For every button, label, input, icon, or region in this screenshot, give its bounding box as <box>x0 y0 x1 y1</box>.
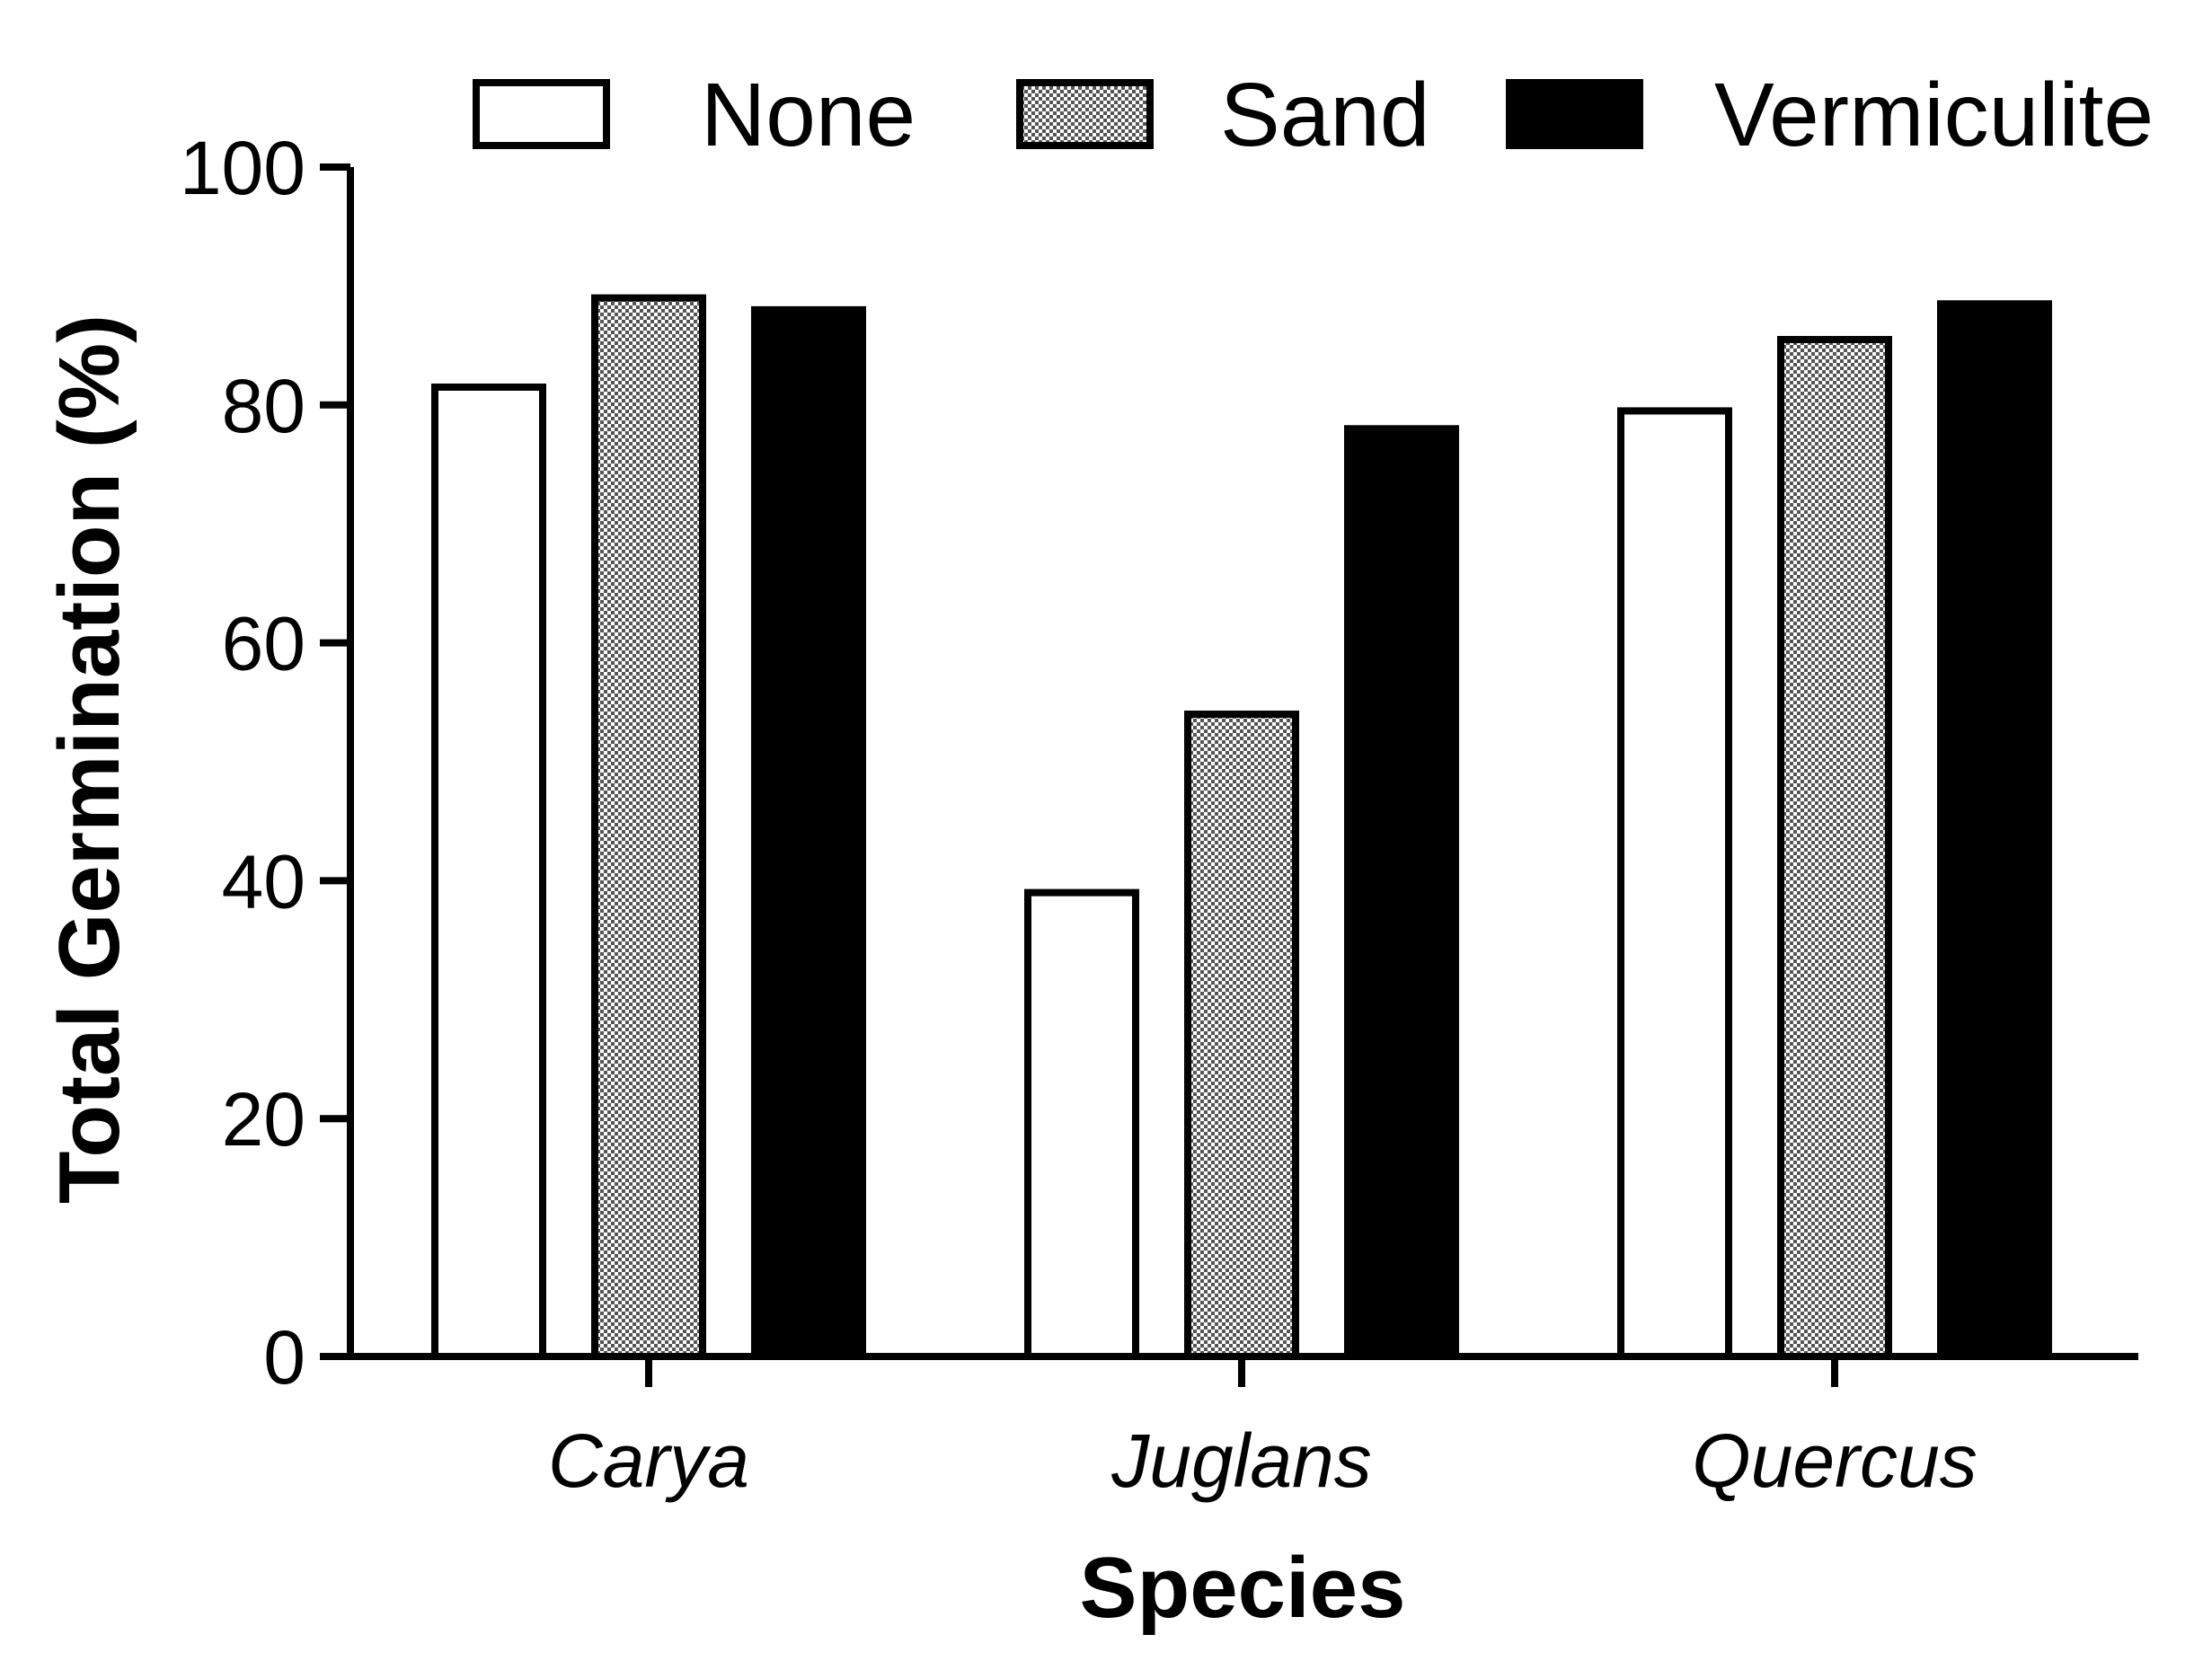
bar-vermiculite-quercus <box>1937 300 2052 1360</box>
bar-none-quercus <box>1617 407 1732 1360</box>
legend-label-none: None <box>701 65 916 165</box>
y-tick-label: 60 <box>222 602 305 686</box>
bar-sand-juglans <box>1184 711 1299 1360</box>
bar-sand-quercus <box>1777 335 1892 1361</box>
bar-vermiculite-carya <box>751 305 866 1360</box>
x-axis-title: Species <box>1080 1540 1406 1636</box>
bar-none-juglans <box>1024 888 1139 1360</box>
x-ticks: Carya Juglans Quercus <box>548 1356 1978 1503</box>
y-ticks: 0 20 40 60 80 100 <box>180 126 350 1400</box>
legend: None Sand Vermiculite <box>473 65 2154 165</box>
legend-swatch-sand <box>1016 79 1154 149</box>
x-tick-label-juglans: Juglans <box>1110 1418 1372 1503</box>
legend-label-sand: Sand <box>1220 65 1430 165</box>
legend-swatch-vermiculite <box>1506 79 1643 149</box>
y-tick-label: 40 <box>222 839 305 923</box>
x-tick-label-carya: Carya <box>548 1418 749 1503</box>
y-tick-label: 0 <box>263 1315 305 1400</box>
x-tick-label-quercus: Quercus <box>1692 1418 1977 1503</box>
legend-swatch-none <box>473 79 610 149</box>
bars-group <box>431 294 2052 1361</box>
y-axis-title: Total Germination (%) <box>41 314 137 1204</box>
bar-vermiculite-juglans <box>1344 425 1459 1360</box>
y-tick-label: 20 <box>222 1077 305 1162</box>
legend-label-vermiculite: Vermiculite <box>1714 65 2154 165</box>
y-tick-label: 80 <box>222 364 305 448</box>
y-tick-label: 100 <box>180 126 305 210</box>
bar-sand-carya <box>591 294 706 1360</box>
bar-none-carya <box>431 383 546 1361</box>
